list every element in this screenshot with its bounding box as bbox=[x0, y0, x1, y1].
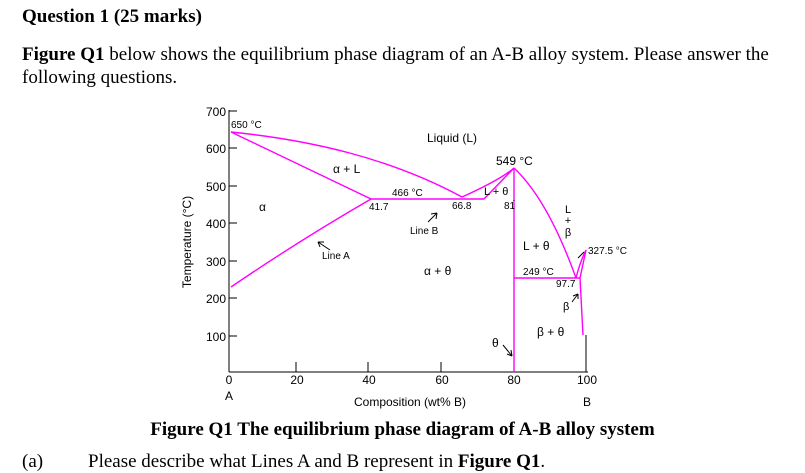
line-a-solvus bbox=[230, 198, 372, 288]
line-b-label: Line B bbox=[410, 226, 439, 237]
solidus-alpha bbox=[230, 131, 372, 200]
theta-arrow bbox=[502, 344, 513, 357]
part-a-end: . bbox=[540, 451, 546, 472]
liquidus-alpha bbox=[230, 131, 463, 198]
x-tick-label: 80 bbox=[507, 373, 521, 387]
part-letter: (a) bbox=[22, 451, 44, 472]
x-tick-label: 60 bbox=[435, 373, 449, 387]
liquid-theta-small-label: L + θ bbox=[484, 186, 508, 198]
x-tick-label: 20 bbox=[290, 373, 304, 387]
question-intro: Figure Q1 below shows the equilibrium ph… bbox=[22, 43, 792, 89]
comp-81-label: 81 bbox=[504, 201, 516, 212]
temp-327-5-label: 327.5 °C bbox=[588, 246, 627, 257]
y-tick-label: 700 bbox=[206, 105, 226, 119]
beta-label: β bbox=[563, 301, 569, 313]
beta-arrow bbox=[571, 293, 579, 303]
y-tick-label: 200 bbox=[206, 292, 226, 306]
liquid-theta-label: L + θ bbox=[523, 239, 550, 253]
component-b-label: B bbox=[583, 395, 591, 409]
phase-boundaries bbox=[230, 131, 587, 372]
y-tick-label: 600 bbox=[206, 142, 226, 156]
comp-41-7-label: 41.7 bbox=[369, 202, 389, 213]
y-tick-label: 400 bbox=[206, 217, 226, 231]
part-a-text: Please describe what Lines A and B repre… bbox=[88, 451, 458, 472]
temp-650-label: 650 °C bbox=[231, 120, 262, 131]
y-axis-title: Temperature (°C) bbox=[180, 196, 194, 288]
x-tick-label: 40 bbox=[362, 373, 376, 387]
line-a-arrow bbox=[317, 241, 331, 251]
liquid-label: Liquid (L) bbox=[427, 131, 477, 145]
x-axis-title: Composition (wt% B) bbox=[354, 395, 466, 409]
liquid-beta-plus: + bbox=[565, 215, 571, 227]
x-tick-label: 0 bbox=[226, 373, 233, 387]
temp-466-label: 466 °C bbox=[392, 188, 423, 199]
y-tick-label: 300 bbox=[206, 255, 226, 269]
intro-text: below shows the equilibrium phase diagra… bbox=[22, 44, 769, 88]
question-part-a: (a) Please describe what Lines A and B re… bbox=[22, 451, 545, 473]
temp-249-label: 249 °C bbox=[523, 267, 554, 278]
y-tick-label: 100 bbox=[206, 330, 226, 344]
liquid-beta-b: β bbox=[565, 227, 571, 239]
beta-solvus bbox=[579, 277, 584, 336]
comp-97-7-label: 97.7 bbox=[556, 279, 576, 290]
liquidus-theta-right bbox=[513, 167, 577, 279]
phase-diagram: 700 600 500 400 300 200 100 0 20 40 60 8… bbox=[180, 105, 627, 409]
axes bbox=[228, 110, 588, 373]
alpha-label: α bbox=[259, 200, 266, 214]
alpha-liquid-label: α + L bbox=[333, 162, 361, 176]
beta-theta-label: β + θ bbox=[537, 325, 565, 339]
part-a-figure-ref: Figure Q1 bbox=[457, 451, 541, 472]
component-a-label: A bbox=[225, 389, 233, 403]
comp-66-8-label: 66.8 bbox=[452, 201, 472, 212]
figure-caption: Figure Q1 The equilibrium phase diagram … bbox=[150, 419, 655, 440]
alpha-theta-label: α + θ bbox=[424, 264, 452, 278]
line-a-label: Line A bbox=[322, 251, 350, 262]
intro-figure-ref: Figure Q1 bbox=[22, 44, 105, 65]
temp-549-label: 549 °C bbox=[496, 154, 533, 168]
y-tick-label: 500 bbox=[206, 180, 226, 194]
theta-left-boundary bbox=[483, 167, 515, 200]
leader-arrows bbox=[317, 200, 585, 357]
liquidus-beta bbox=[575, 249, 587, 279]
question-title: Question 1 (25 marks) bbox=[22, 6, 202, 27]
temp-327-5-leader bbox=[577, 251, 585, 259]
theta-label: θ bbox=[492, 336, 499, 350]
line-b-arrow bbox=[427, 212, 438, 223]
liquid-beta-l: L bbox=[565, 204, 571, 216]
x-tick-label: 100 bbox=[577, 373, 597, 387]
beta-solidus bbox=[579, 249, 587, 279]
